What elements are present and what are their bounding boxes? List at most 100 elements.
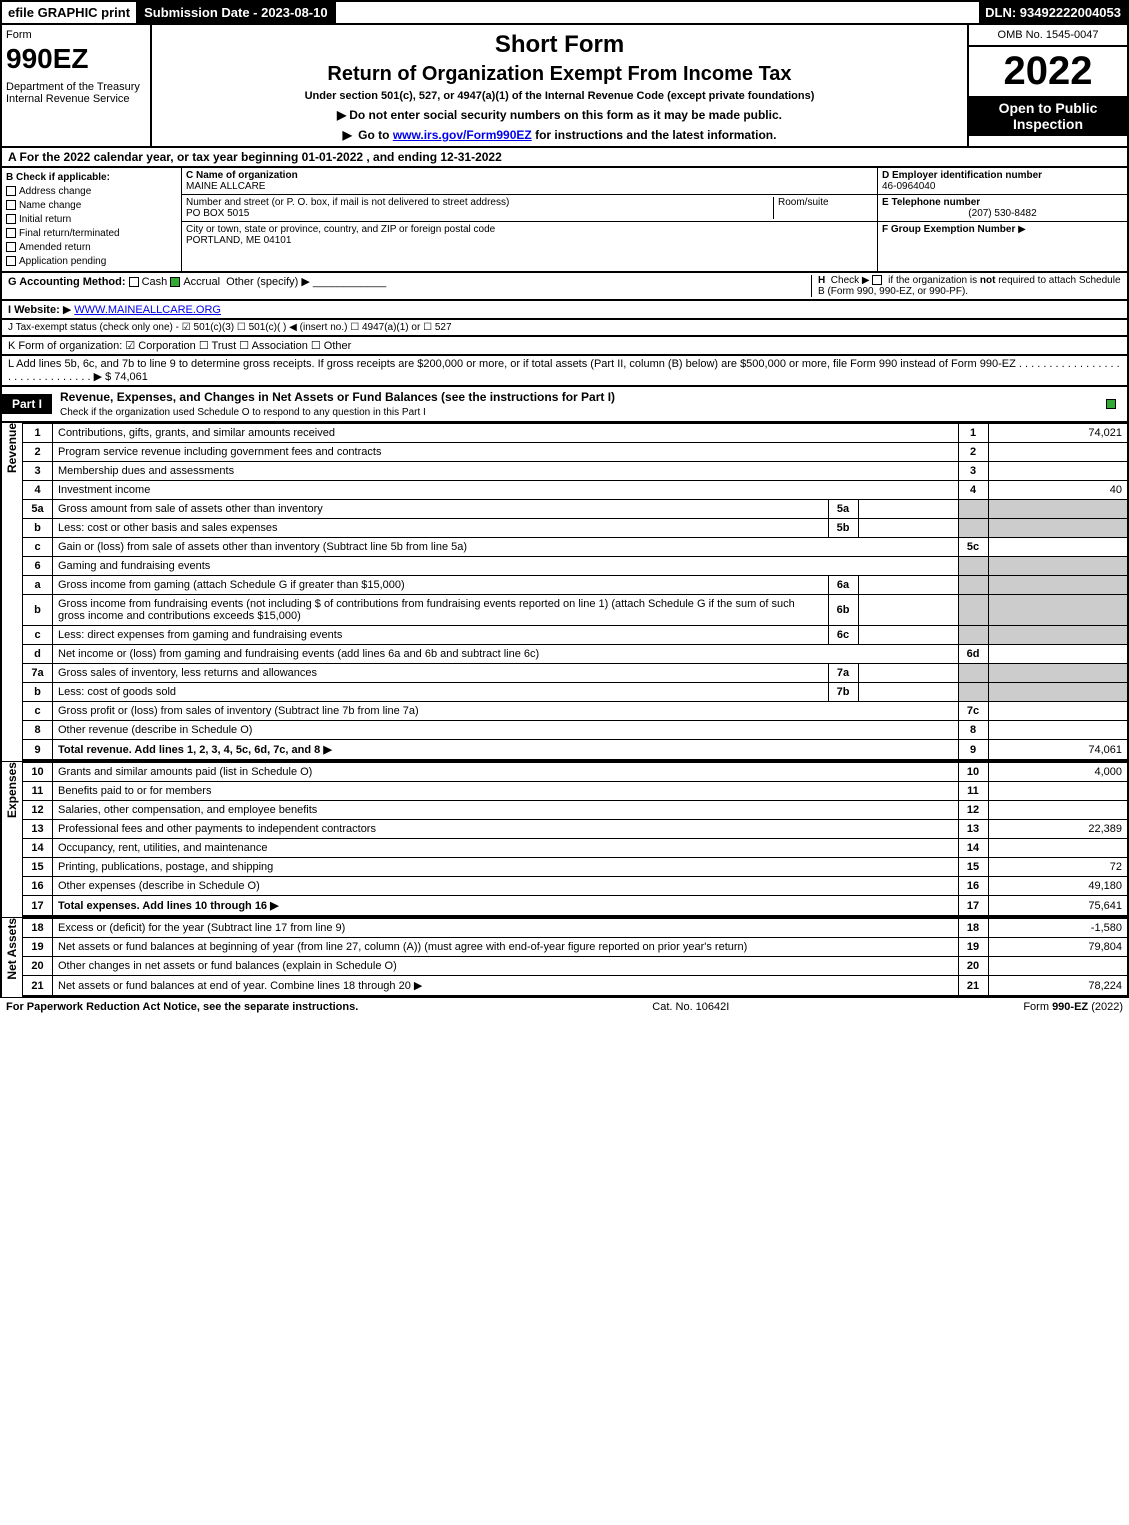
section-a: A For the 2022 calendar year, or tax yea…	[0, 148, 1129, 168]
line-number: 4	[23, 481, 53, 500]
expenses-sidebar: Expenses	[2, 762, 22, 917]
line-desc: Total expenses. Add lines 10 through 16 …	[53, 896, 959, 917]
line-number: 8	[23, 721, 53, 740]
line-value: 22,389	[988, 820, 1128, 839]
table-row: 17Total expenses. Add lines 10 through 1…	[23, 896, 1129, 917]
line-number: 1	[23, 424, 53, 443]
line-number: 21	[23, 976, 53, 997]
org-name-row: C Name of organization MAINE ALLCARE	[182, 168, 877, 195]
line-number: c	[23, 702, 53, 721]
line-number: b	[23, 683, 53, 702]
sub-line-value	[858, 595, 958, 626]
submission-date: Submission Date - 2023-08-10	[138, 2, 336, 23]
accrual-checkbox[interactable]	[170, 277, 180, 287]
table-row: 6Gaming and fundraising events	[23, 557, 1129, 576]
header-left: Form 990EZ Department of the Treasury In…	[2, 25, 152, 146]
line-number: 3	[23, 462, 53, 481]
info-grid: B Check if applicable: Address changeNam…	[0, 168, 1129, 273]
line-number: a	[23, 576, 53, 595]
org-address: PO BOX 5015	[186, 208, 249, 219]
line-value: 74,021	[988, 424, 1128, 443]
footer-right: Form 990-EZ (2022)	[1023, 1001, 1123, 1013]
line-desc: Total revenue. Add lines 1, 2, 3, 4, 5c,…	[53, 740, 959, 761]
line-value	[988, 443, 1128, 462]
table-row: 12Salaries, other compensation, and empl…	[23, 801, 1129, 820]
line-value	[988, 462, 1128, 481]
line-number: 5a	[23, 500, 53, 519]
expenses-section: Expenses 10Grants and similar amounts pa…	[0, 761, 1129, 917]
line-desc: Gross sales of inventory, less returns a…	[53, 664, 829, 683]
cash-checkbox[interactable]	[129, 277, 139, 287]
table-row: 9Total revenue. Add lines 1, 2, 3, 4, 5c…	[23, 740, 1129, 761]
sub-line-number: 6c	[828, 626, 858, 645]
line-number: b	[23, 595, 53, 626]
row-i: I Website: WWW.MAINEALLCARE.ORG	[0, 301, 1129, 320]
line-number: 18	[23, 919, 53, 938]
revenue-table: 1Contributions, gifts, grants, and simil…	[22, 423, 1129, 761]
line-number: d	[23, 645, 53, 664]
line-number: c	[23, 626, 53, 645]
result-line-number: 11	[958, 782, 988, 801]
line-desc: Gross income from gaming (attach Schedul…	[53, 576, 829, 595]
result-line-number: 7c	[958, 702, 988, 721]
col-b-item: Initial return	[6, 214, 177, 225]
line-number: b	[23, 519, 53, 538]
checkbox-icon[interactable]	[6, 200, 16, 210]
table-row: 3Membership dues and assessments3	[23, 462, 1129, 481]
table-row: 2Program service revenue including gover…	[23, 443, 1129, 462]
row-j: J Tax-exempt status (check only one) - ☑…	[0, 320, 1129, 337]
table-row: 19Net assets or fund balances at beginni…	[23, 938, 1129, 957]
table-row: 18Excess or (deficit) for the year (Subt…	[23, 919, 1129, 938]
col-b-item: Amended return	[6, 242, 177, 253]
line-desc: Less: direct expenses from gaming and fu…	[53, 626, 829, 645]
under-section: Under section 501(c), 527, or 4947(a)(1)…	[156, 90, 963, 102]
sub-line-number: 6a	[828, 576, 858, 595]
line-number: 17	[23, 896, 53, 917]
checkbox-icon[interactable]	[6, 186, 16, 196]
table-row: 8Other revenue (describe in Schedule O)8	[23, 721, 1129, 740]
checkbox-icon[interactable]	[6, 256, 16, 266]
header-right: OMB No. 1545-0047 2022 Open to Public In…	[967, 25, 1127, 146]
omb-number: OMB No. 1545-0047	[969, 25, 1127, 47]
irs-link[interactable]: www.irs.gov/Form990EZ	[393, 128, 532, 142]
col-b-item: Final return/terminated	[6, 228, 177, 239]
table-row: 20Other changes in net assets or fund ba…	[23, 957, 1129, 976]
expenses-table: 10Grants and similar amounts paid (list …	[22, 762, 1129, 917]
result-line-number: 1	[958, 424, 988, 443]
col-c: C Name of organization MAINE ALLCARE Num…	[182, 168, 877, 271]
result-line-number: 2	[958, 443, 988, 462]
line-desc: Printing, publications, postage, and shi…	[53, 858, 959, 877]
col-b-item: Address change	[6, 186, 177, 197]
main-title: Return of Organization Exempt From Incom…	[156, 63, 963, 86]
line-value: 40	[988, 481, 1128, 500]
line-desc: Other changes in net assets or fund bala…	[53, 957, 959, 976]
result-line-number: 13	[958, 820, 988, 839]
ein: 46-0964040	[882, 181, 935, 192]
checkbox-icon[interactable]	[6, 242, 16, 252]
col-b-item: Name change	[6, 200, 177, 211]
table-row: 14Occupancy, rent, utilities, and mainte…	[23, 839, 1129, 858]
line-value	[988, 782, 1128, 801]
line-desc: Other expenses (describe in Schedule O)	[53, 877, 959, 896]
table-row: cLess: direct expenses from gaming and f…	[23, 626, 1129, 645]
result-line-number: 10	[958, 763, 988, 782]
line-desc: Benefits paid to or for members	[53, 782, 959, 801]
checkbox-icon[interactable]	[6, 214, 16, 224]
schedule-o-checkbox[interactable]	[1106, 399, 1116, 409]
org-name: MAINE ALLCARE	[186, 181, 265, 192]
top-bar: efile GRAPHIC print Submission Date - 20…	[0, 0, 1129, 25]
line-value	[988, 839, 1128, 858]
result-line-number: 6d	[958, 645, 988, 664]
website-link[interactable]: WWW.MAINEALLCARE.ORG	[74, 304, 221, 316]
revenue-sidebar: Revenue	[2, 423, 22, 761]
col-b-item: Application pending	[6, 256, 177, 267]
line-number: 19	[23, 938, 53, 957]
line-value	[988, 801, 1128, 820]
row-h: H Check ▶ if the organization is not req…	[811, 275, 1121, 297]
table-row: dNet income or (loss) from gaming and fu…	[23, 645, 1129, 664]
result-line-number: 12	[958, 801, 988, 820]
checkbox-icon[interactable]	[6, 228, 16, 238]
schedule-b-checkbox[interactable]	[872, 275, 882, 285]
sub-line-number: 7a	[828, 664, 858, 683]
warn-ssn: Do not enter social security numbers on …	[156, 108, 963, 122]
